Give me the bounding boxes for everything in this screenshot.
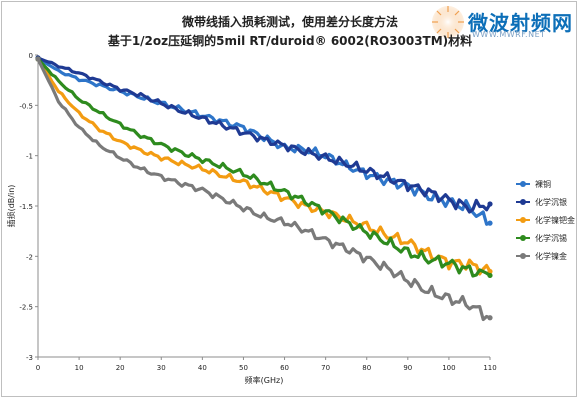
x-tick-label: 20 (116, 364, 125, 372)
series-line-1 (36, 56, 492, 226)
x-tick-label: 70 (321, 364, 330, 372)
series-line-4 (36, 57, 492, 278)
legend-item: 化学镍金 (516, 250, 580, 268)
chart-title: 微带线插入损耗测试，使用差分长度方法 (181, 15, 398, 29)
axes: 0-0.5-1-1.5-2-2.5-30 10 20 30 40 50 60 70 80 90 10… (19, 52, 496, 372)
series-line-3 (36, 57, 492, 276)
logo-text: 微波射频网 (468, 11, 573, 35)
chart-subtitle: 基于1/2oz压延铜的5mil RT/duroid® 6002(RO3003TM… (107, 34, 473, 48)
series-group (35, 55, 493, 322)
legend-label: 化学沉银 (535, 198, 567, 207)
x-tick-label: 50 (239, 364, 248, 372)
legend-swatch (516, 181, 530, 187)
x-tick-label: 30 (157, 364, 166, 372)
legend-label: 裸铜 (535, 180, 551, 189)
legend-swatch (516, 217, 530, 223)
x-axis-label: 频率(GHz) (245, 375, 284, 385)
series-end-point (487, 272, 493, 279)
legend-item: 裸铜 (516, 178, 580, 196)
legend-swatch (516, 235, 530, 241)
series-end-point (487, 220, 493, 226)
x-tick-label: 110 (483, 364, 496, 372)
x-tick-label: 40 (198, 364, 207, 372)
x-tick-label: 10 (75, 364, 84, 372)
y-tick-label: -2.5 (19, 304, 33, 312)
x-tick-label: 90 (403, 364, 412, 372)
legend-label: 化学镍钯金 (535, 216, 575, 225)
x-tick-label: 80 (362, 364, 371, 372)
series-start-point (35, 56, 41, 62)
y-tick-label: -1.5 (19, 203, 33, 211)
logo-url: WWW.MWRF.NET (472, 30, 546, 39)
legend-item: 化学沉银 (516, 196, 580, 214)
y-tick-label: -3 (26, 354, 33, 362)
legend-item: 化学镍钯金 (516, 214, 580, 232)
y-axis-label: 插损(dB/in) (6, 185, 16, 228)
series-line-5 (36, 57, 492, 322)
x-tick-label: 0 (36, 364, 40, 372)
legend-label: 化学沉锡 (535, 234, 567, 243)
legend-swatch (516, 199, 530, 205)
y-tick-label: -0.5 (19, 102, 33, 110)
y-tick-label: -2 (26, 253, 33, 261)
y-tick-label: -1 (26, 153, 33, 161)
x-tick-label: 100 (442, 364, 455, 372)
legend-swatch (516, 253, 530, 259)
mwrf-logo: 微波射频网 WWW.MWRF.NET (428, 4, 578, 40)
legend-label: 化学镍金 (535, 252, 567, 261)
x-tick-label: 60 (280, 364, 289, 372)
legend: 裸铜化学沉银化学镍钯金化学沉锡化学镍金 (516, 178, 580, 268)
series-end-point (487, 201, 493, 207)
wave-logo-icon (432, 6, 464, 38)
series-end-point (487, 315, 493, 321)
series-line-2 (36, 56, 492, 214)
legend-item: 化学沉锡 (516, 232, 580, 250)
y-tick-label: 0 (29, 52, 33, 60)
